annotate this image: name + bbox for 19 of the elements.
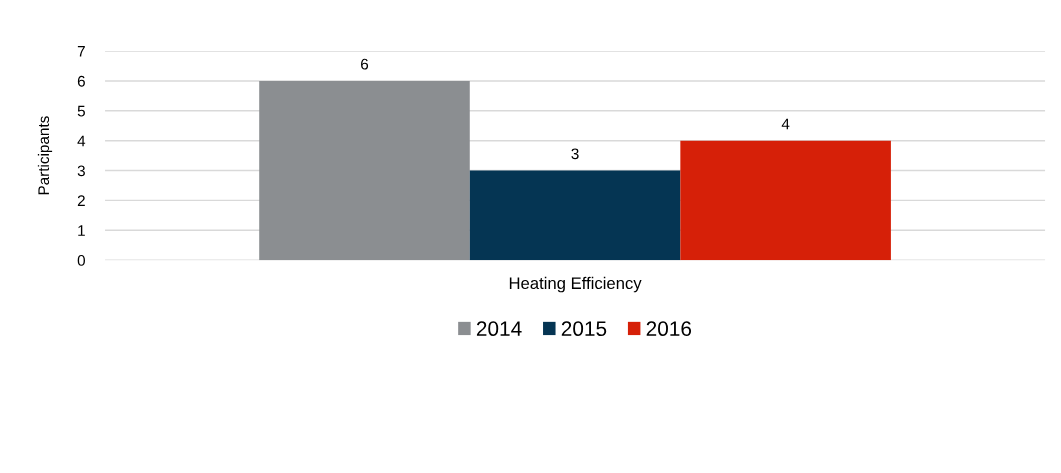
bar xyxy=(259,80,470,261)
y-tick-label: 4 xyxy=(77,135,86,147)
bar xyxy=(680,140,891,261)
data-label: 4 xyxy=(781,118,790,130)
y-tick-label: 5 xyxy=(77,105,85,117)
legend-label: 2016 xyxy=(646,321,692,337)
y-tick-label: 0 xyxy=(77,255,85,266)
y-tick-label: 3 xyxy=(77,165,85,177)
y-tick-label: 1 xyxy=(78,225,85,236)
y-tick-label: 6 xyxy=(77,75,85,87)
x-tick-label: Heating Efficiency xyxy=(509,276,642,293)
y-tick-label: 2 xyxy=(77,195,85,206)
data-label: 6 xyxy=(361,58,369,70)
y-tick-label: 7 xyxy=(77,46,85,57)
legend-label: 2015 xyxy=(561,321,607,337)
legend-label: 2014 xyxy=(476,321,522,337)
y-axis-title: Participants xyxy=(37,116,53,195)
bar xyxy=(469,170,681,261)
data-label: 3 xyxy=(571,148,579,160)
